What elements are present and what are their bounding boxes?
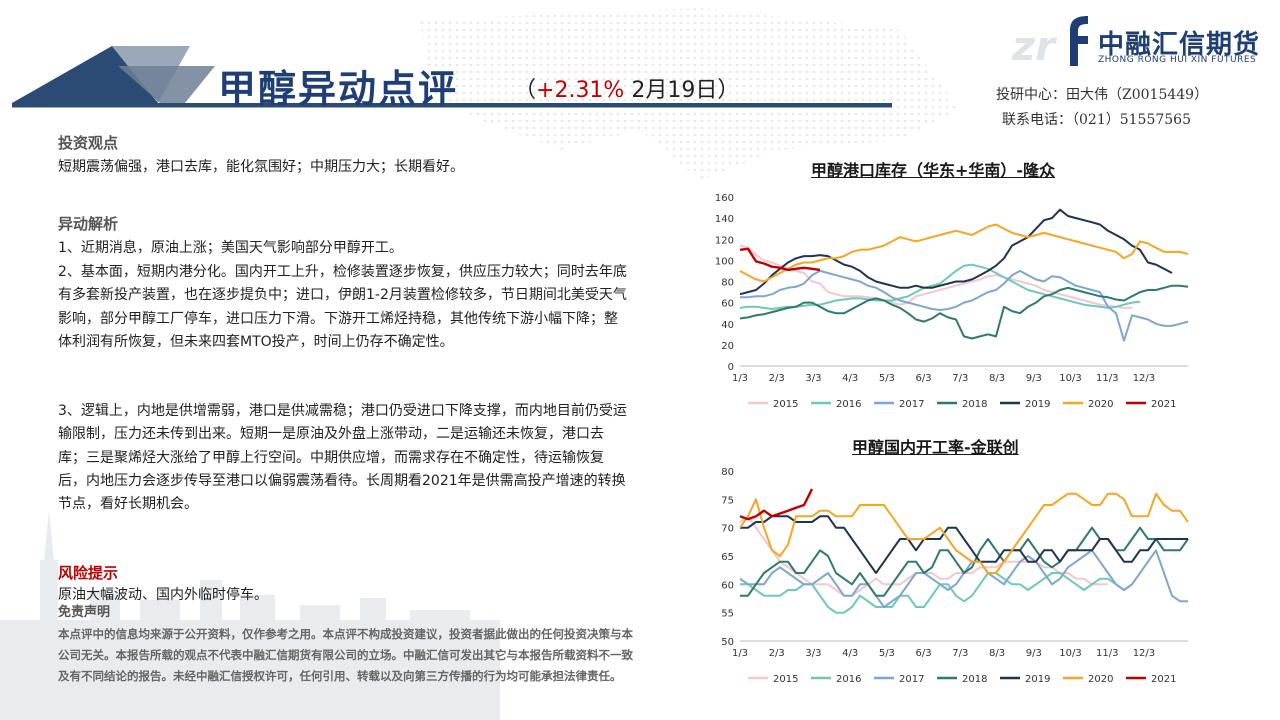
x-tick-label: 9/3: [1026, 648, 1042, 659]
y-tick-label: 60: [721, 299, 734, 310]
legend-label-2019: 2019: [1025, 674, 1050, 685]
x-tick-label: 7/3: [952, 373, 968, 384]
legend-label-2020: 2020: [1088, 399, 1113, 410]
chart-1-title: 甲醇港口库存（华东+华南）-隆众: [811, 161, 1056, 180]
company-name-en: ZHONG RONG HUI XIN FUTURES: [1098, 55, 1257, 65]
series-line-2016: [740, 572, 1133, 614]
x-tick-label: 12/3: [1133, 373, 1155, 384]
report-date: 2月19日: [631, 78, 718, 103]
x-tick-label: 12/3: [1133, 648, 1155, 659]
y-tick-label: 100: [715, 256, 734, 267]
x-tick-label: 11/3: [1096, 648, 1118, 659]
y-tick-label: 65: [721, 552, 734, 563]
change-percent: +2.31%: [536, 78, 625, 103]
series-line-2019: [740, 515, 1188, 574]
page-subtitle: （+2.31% 2月19日）: [514, 78, 740, 103]
view-text: 短期震荡偏强，港口去库，能化氛围好；中期压力大；长期看好。: [58, 159, 464, 175]
legend-label-2021: 2021: [1151, 399, 1176, 410]
disclaimer-text: 本点评中的信息均来源于公开资料，仅作参考之用。本点评不构成投资建议，投资者据此做…: [58, 627, 633, 683]
x-tick-label: 2/3: [769, 373, 785, 384]
legend-label-2017: 2017: [899, 399, 924, 410]
x-tick-label: 3/3: [805, 373, 821, 384]
y-tick-label: 60: [721, 580, 734, 591]
legend-label-2018: 2018: [962, 674, 987, 685]
legend-label-2016: 2016: [836, 399, 861, 410]
company-logo-icon: [1070, 16, 1088, 66]
y-tick-label: 55: [721, 609, 734, 620]
series-line-2019: [739, 208, 1173, 296]
x-tick-label: 11/3: [1096, 373, 1118, 384]
y-tick-label: 40: [721, 320, 734, 331]
y-tick-label: 80: [721, 278, 734, 289]
disclaimer-heading: 免责声明: [58, 605, 111, 620]
x-tick-label: 8/3: [989, 373, 1005, 384]
x-tick-label: 6/3: [916, 648, 932, 659]
x-tick-label: 3/3: [805, 648, 821, 659]
x-tick-label: 5/3: [879, 648, 895, 659]
analysis-point-1: 1、近期消息，原油上涨；美国天气影响部分甲醇开工。: [58, 240, 403, 256]
y-tick-label: 70: [721, 524, 734, 535]
legend-label-2018: 2018: [962, 399, 987, 410]
company-name-cn: 中融汇信期货: [1098, 30, 1261, 60]
x-tick-label: 6/3: [916, 373, 932, 384]
legend-label-2021: 2021: [1151, 674, 1176, 685]
series-line-2017: [740, 269, 1189, 342]
x-tick-label: 4/3: [842, 373, 858, 384]
risk-heading: 风险提示: [58, 564, 119, 582]
contact-phone: 联系电话：（021）51557565: [1002, 112, 1191, 128]
y-tick-label: 0: [728, 362, 734, 373]
legend-label-2020: 2020: [1088, 674, 1113, 685]
y-tick-label: 50: [721, 637, 734, 648]
series-line-2020: [739, 492, 1189, 574]
page-title: 甲醇异动点评: [218, 67, 459, 111]
chart-2-title: 甲醇国内开工率-金联创: [852, 438, 1019, 457]
y-tick-label: 20: [721, 341, 734, 352]
analyst-info: 投研中心：田大伟（Z0015449）: [996, 87, 1209, 103]
legend-label-2017: 2017: [899, 674, 924, 685]
x-tick-label: 2/3: [769, 648, 785, 659]
x-tick-label: 5/3: [879, 373, 895, 384]
operating-rate-chart: 50 55 60 65 70 75 80 1/3 2/3 3/3 4/3 5/3 6/3 7/3 8/3 9/…: [721, 467, 1189, 685]
x-tick-label: 1/3: [732, 648, 748, 659]
risk-text: 原油大幅波动、国内外临时停车。: [58, 587, 268, 603]
x-tick-label: 10/3: [1059, 373, 1081, 384]
series-line-2021: [739, 247, 821, 272]
x-tick-label: 4/3: [842, 648, 858, 659]
legend-label-2015: 2015: [773, 674, 798, 685]
legend-label-2019: 2019: [1025, 399, 1050, 410]
analysis-point-2: 2、基本面，短期内港分化。国内开工上升，检修装置逐步恢复，供应压力较大；同时去年…: [58, 264, 627, 350]
series-line-2018: [739, 284, 1189, 340]
svg-text:zr: zr: [1011, 24, 1057, 70]
series-line-2021: [739, 488, 814, 521]
analysis-point-3: 3、逻辑上，内地是供增需弱，港口是供减需稳；港口仍受进口下降支撑，而内地目前仍受…: [58, 403, 627, 513]
series-line-2020: [739, 223, 1189, 283]
legend-label-2016: 2016: [836, 674, 861, 685]
x-tick-label: 9/3: [1026, 373, 1042, 384]
x-tick-label: 1/3: [732, 373, 748, 384]
x-tick-label: 10/3: [1059, 648, 1081, 659]
y-tick-label: 80: [721, 467, 734, 478]
view-heading: 投资观点: [58, 134, 119, 152]
series-line-2016: [739, 263, 1141, 310]
x-tick-label: 7/3: [952, 648, 968, 659]
x-tick-label: 8/3: [989, 648, 1005, 659]
y-tick-label: 140: [715, 214, 734, 225]
legend-label-2015: 2015: [773, 399, 798, 410]
series-line-2015: [739, 244, 1132, 309]
y-tick-label: 75: [721, 495, 734, 506]
y-tick-label: 120: [715, 235, 734, 246]
y-tick-label: 160: [715, 193, 734, 204]
port-inventory-chart: 0 20 40 60 80 100 120 140 160 1/3 2/3 3/3 4/3 5/3 6/3 7…: [715, 193, 1189, 410]
analysis-heading: 异动解析: [58, 215, 119, 233]
